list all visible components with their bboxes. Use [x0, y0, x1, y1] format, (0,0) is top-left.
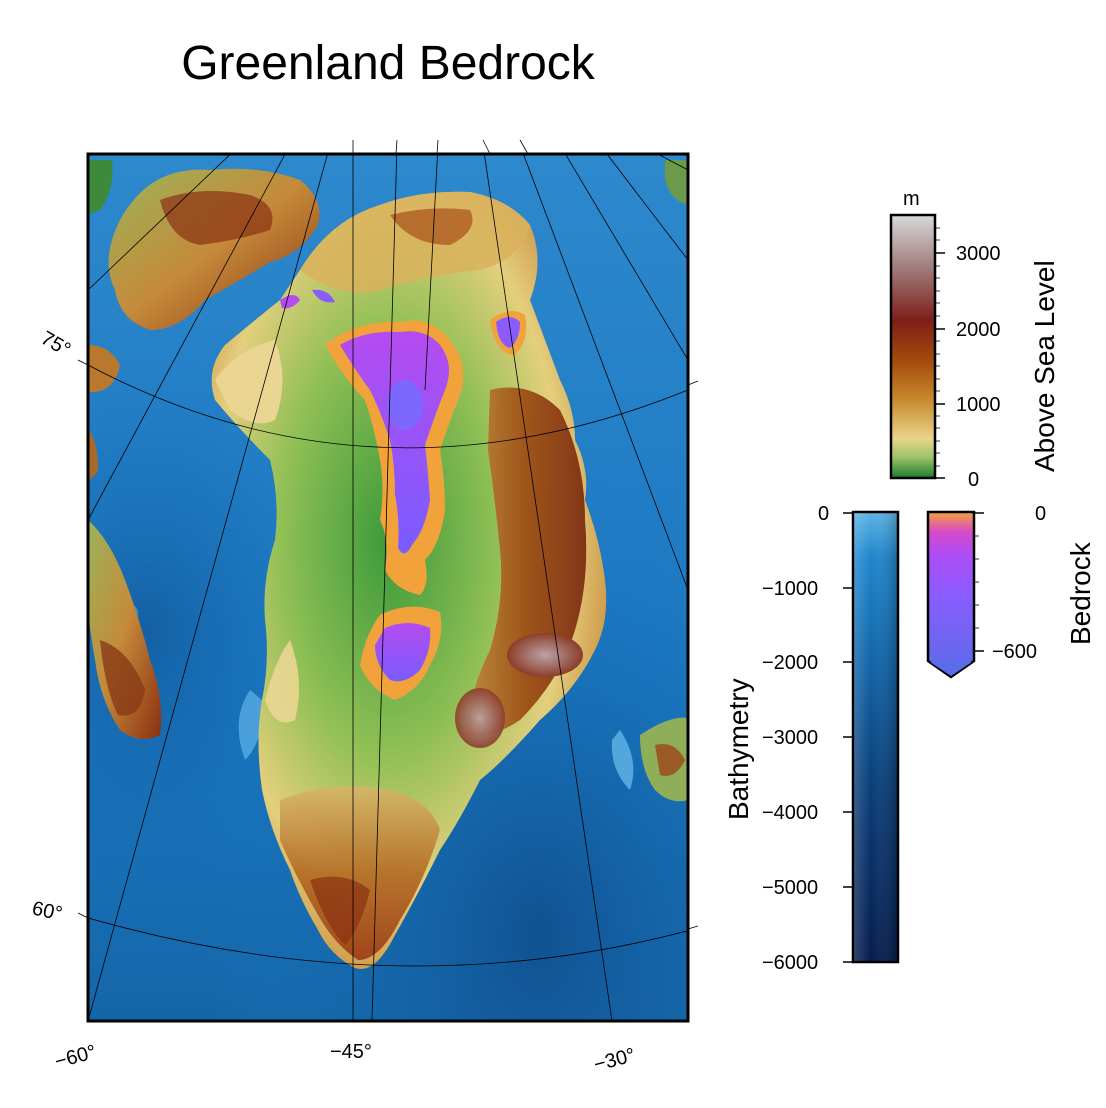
bedrock-tick-0: 0	[1035, 503, 1046, 525]
bedrock-below-sea-level	[280, 289, 527, 700]
bathymetry-title: Bathymetry	[723, 678, 754, 820]
asl-tick-1000: 1000	[956, 394, 1001, 416]
lon-label-30w: −30°	[591, 1044, 637, 1076]
bedrock-colorbar	[926, 510, 976, 679]
lon-label-45w: −45°	[330, 1041, 372, 1063]
asl-tick-2000: 2000	[956, 319, 1001, 341]
bathymetry-tick-4000: −4000	[762, 802, 818, 824]
map-body	[88, 154, 688, 1021]
bathymetry-tick-6000: −6000	[762, 952, 818, 974]
asl-unit: m	[903, 188, 920, 210]
bedrock-tick-600: −600	[992, 641, 1037, 663]
bathymetry-tick-1000: −1000	[762, 578, 818, 600]
bedrock-title: Bedrock	[1065, 541, 1096, 645]
asl-colorbar	[889, 213, 937, 480]
lat-label-60: 60°	[30, 897, 64, 925]
bathymetry-tick-5000: −5000	[762, 877, 818, 899]
graticule	[88, 154, 688, 1021]
watkins-range	[507, 633, 583, 677]
lat-label-75: 75°	[37, 327, 74, 361]
bathymetry-tick-3000: −3000	[762, 727, 818, 749]
asl-tick-3000: 3000	[956, 243, 1001, 265]
lon-label-60w: −60°	[52, 1041, 98, 1073]
asl-title: Above Sea Level	[1029, 260, 1060, 472]
map-title: Greenland Bedrock	[181, 37, 595, 90]
legend-bathymetry: 0 −1000 −2000 −3000 −4000 −5000 −6000 Ba…	[723, 503, 900, 974]
bathymetry-tick-0: 0	[818, 503, 829, 525]
legend-bedrock: 0 −600 Bedrock	[926, 503, 1096, 679]
bathymetry-tick-2000: −2000	[762, 652, 818, 674]
devon-island	[88, 345, 120, 392]
legend-above-sea-level: m 3000 2000 1000 0 Above Sea Level	[889, 188, 1060, 491]
baffin-island	[88, 520, 162, 739]
map-frame	[86, 152, 690, 1023]
asl-tick-0: 0	[968, 469, 979, 491]
